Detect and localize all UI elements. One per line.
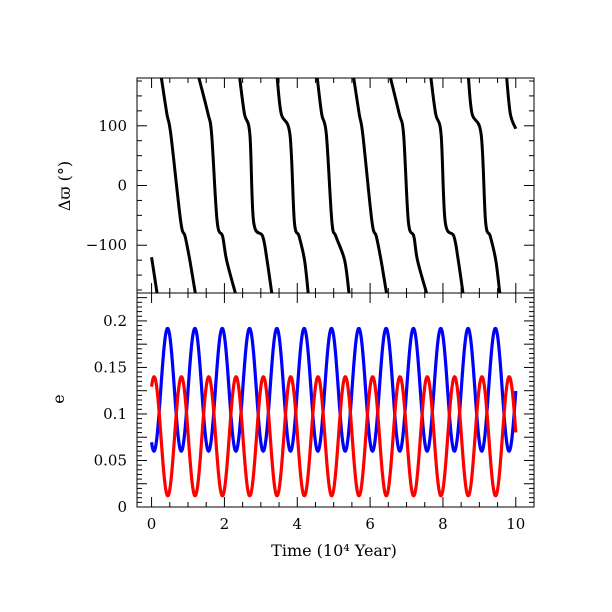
top-panel: −100 0 100 [86,77,535,294]
bottom-ytick-label: 0.05 [94,451,127,469]
bottom-xtick-label: 8 [438,515,448,533]
bottom-ytick-label: 0.2 [103,312,127,330]
axis-labels: Time (10⁴ Year) Δϖ (°) e [49,161,397,560]
delta-varpi-series-segment [159,77,197,294]
bottom-ytick-label: 0 [117,498,127,516]
bottom-xtick-label: 2 [220,515,230,533]
delta-varpi-series-segment [315,77,351,294]
delta-varpi-series-segment [352,77,388,294]
bottom-xtick-label: 6 [365,515,375,533]
y-axis-label-top: Δϖ (°) [55,161,74,211]
top-ytick-label: 100 [98,117,127,135]
delta-varpi-series-segment [150,256,159,294]
top-ytick-label: −100 [86,236,127,254]
bottom-ytick-label: 0.1 [103,405,127,423]
eccentricity-blue-series [149,326,518,453]
bottom-xtick-label: 0 [147,515,157,533]
bottom-xtick-label: 10 [506,515,525,533]
y-axis-label-bottom: e [49,394,68,403]
bottom-ytick-label: 0.15 [94,358,127,376]
bottom-panel: 0 0.05 0.1 0.15 0.2 0 2 4 6 8 10 [94,292,535,533]
top-ytick-label: 0 [117,177,127,195]
top-plot-frame [136,77,535,294]
delta-varpi-series-segment [466,77,502,294]
delta-varpi-series-segment [389,77,429,294]
bottom-xtick-label: 4 [292,515,302,533]
delta-varpi-series-segment [238,77,274,294]
x-axis-label: Time (10⁴ Year) [271,541,397,560]
delta-varpi-series-segment [197,77,237,294]
delta-varpi-series-segment [429,77,465,294]
delta-varpi-series-segment [505,77,518,130]
eccentricity-red-series [149,375,518,498]
delta-varpi-series-segment [275,77,310,294]
